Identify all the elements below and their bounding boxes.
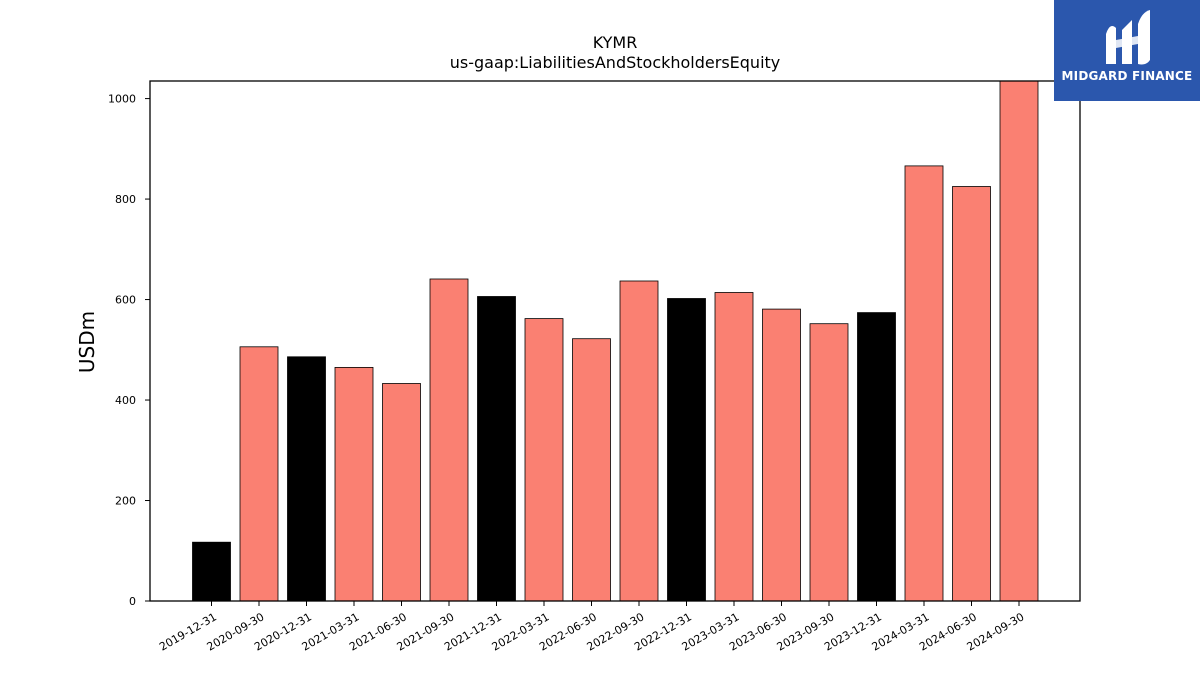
plot-frame	[149, 80, 1081, 602]
bar-2023-12-31	[857, 312, 896, 602]
bar-2022-03-31	[524, 318, 564, 602]
y-tick-label: 600	[115, 294, 136, 307]
bar-2022-09-30	[619, 280, 659, 602]
logo-mark-icon	[1106, 10, 1150, 65]
logo: MIDGARD FINANCE	[1054, 0, 1200, 101]
bar-2024-06-30	[952, 186, 991, 602]
bar-2021-09-30	[429, 278, 469, 602]
y-tick-label: 800	[115, 193, 136, 206]
bar-2024-09-30	[999, 80, 1039, 602]
y-tick-label: 0	[129, 595, 136, 608]
bar-2022-06-30	[572, 338, 611, 602]
y-tick-label: 200	[115, 495, 136, 508]
y-tick-label: 1000	[108, 93, 136, 106]
bar-2021-03-31	[334, 366, 374, 602]
bar-2024-03-31	[904, 165, 944, 602]
bar-2023-06-30	[762, 308, 801, 602]
bar-2023-09-30	[809, 323, 849, 602]
bar-2020-12-31	[287, 356, 326, 602]
bar-2021-06-30	[382, 383, 421, 602]
bar-2021-12-31	[477, 296, 516, 602]
chart-subtitle: us-gaap:LiabilitiesAndStockholdersEquity	[450, 53, 781, 72]
bar-2023-03-31	[714, 292, 754, 602]
bars-group	[192, 80, 1039, 602]
y-ticks-group: 0 200 400 600 800 1000	[108, 93, 150, 608]
y-tick-label: 400	[115, 394, 136, 407]
bar-2019-12-31	[192, 541, 231, 602]
bar-2020-09-30	[239, 346, 279, 602]
bar-2022-12-31	[667, 298, 706, 602]
y-axis-label: USDm	[75, 311, 99, 373]
x-ticks-group: 2019-12-312020-09-302020-12-312021-03-31…	[157, 601, 1027, 654]
logo-text: MIDGARD FINANCE	[1061, 69, 1193, 83]
chart-title: KYMR	[593, 33, 638, 52]
